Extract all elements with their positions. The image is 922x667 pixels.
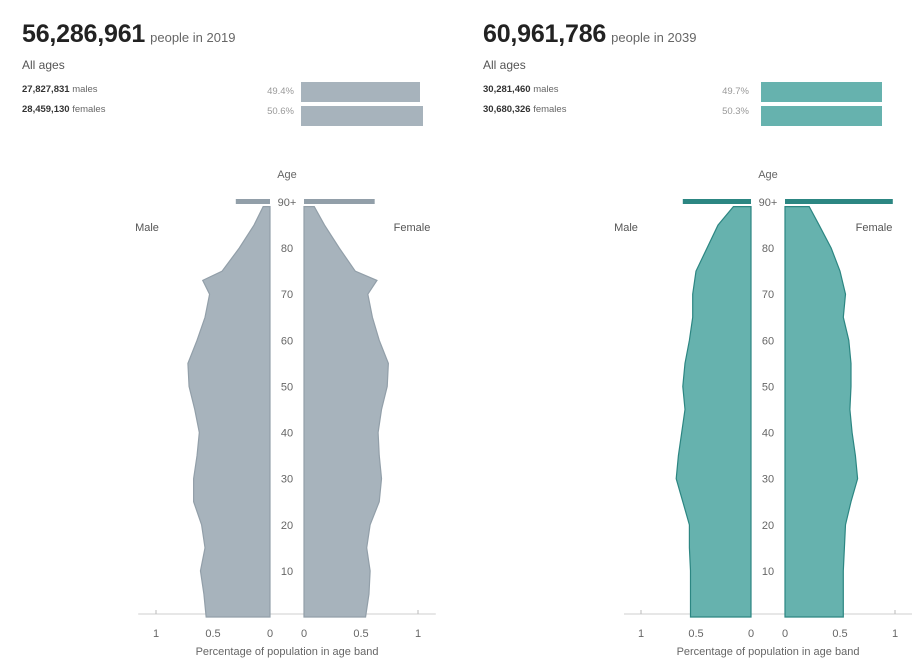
- age-tick-label: 20: [762, 520, 774, 532]
- males-word: males: [533, 84, 559, 95]
- people-year-text: people in 2019: [150, 30, 236, 45]
- male-share-pct: 49.4%: [267, 86, 294, 97]
- x-tick-label: 0.5: [688, 628, 703, 640]
- x-tick-label: 0: [301, 628, 307, 640]
- age-tick-label: 50: [762, 381, 774, 393]
- all-ages-label: All ages: [22, 58, 65, 72]
- age-tick-label: 70: [762, 289, 774, 301]
- people-year-text: people in 2039: [611, 30, 697, 45]
- x-tick-label: 1: [153, 628, 159, 640]
- age-tick-label: 60: [762, 335, 774, 347]
- population-headline: 60,961,786 people in 2039: [483, 20, 696, 49]
- male-90plus-bar: [682, 199, 751, 204]
- female-share-bar: [761, 106, 882, 126]
- population-pyramid-chart: 1 0.5 0 0 0.5 1 Percentage of population in ag…: [614, 169, 912, 658]
- all-ages-label: All ages: [483, 58, 526, 72]
- males-summary: 30,281,460 males: [483, 84, 559, 95]
- age-tick-label: 40: [281, 428, 293, 440]
- x-tick-label: 0.5: [832, 628, 847, 640]
- female-pyramid-area: [784, 206, 859, 618]
- y-axis-title: Age: [758, 169, 778, 181]
- female-90plus-bar: [304, 199, 375, 204]
- x-tick-label: 0: [267, 628, 273, 640]
- male-share-bar: [301, 82, 420, 102]
- males-count: 30,281,460: [483, 84, 531, 95]
- male-share-bar: [761, 82, 882, 102]
- age-tick-label: 90+: [759, 197, 778, 209]
- females-count: 28,459,130: [22, 104, 70, 115]
- female-share-pct: 50.3%: [722, 106, 749, 117]
- male-label: Male: [614, 222, 638, 234]
- age-tick-label: 30: [762, 474, 774, 486]
- female-label: Female: [394, 222, 431, 234]
- age-tick-label: 40: [762, 428, 774, 440]
- x-axis-title: Percentage of population in age band: [196, 646, 379, 658]
- x-tick-label: 1: [638, 628, 644, 640]
- pyramid-panel-2039: 60,961,786 people in 2039 All ages 30,281…: [461, 0, 922, 667]
- males-word: males: [72, 84, 98, 95]
- male-share-pct: 49.7%: [722, 86, 749, 97]
- x-tick-label: 1: [892, 628, 898, 640]
- female-share-bar: [301, 106, 423, 126]
- male-pyramid-area: [187, 206, 271, 618]
- male-label: Male: [135, 222, 159, 234]
- age-tick-label: 70: [281, 289, 293, 301]
- age-tick-label: 20: [281, 520, 293, 532]
- population-count: 60,961,786: [483, 20, 607, 48]
- age-tick-label: 60: [281, 335, 293, 347]
- x-tick-label: 1: [415, 628, 421, 640]
- female-pyramid-area: [303, 206, 389, 618]
- males-count: 27,827,831: [22, 84, 70, 95]
- x-tick-label: 0: [748, 628, 754, 640]
- males-summary: 27,827,831 males: [22, 84, 98, 95]
- population-pyramid-chart: 1 0.5 0 0 0.5 1 Percentage of population in ag…: [135, 169, 436, 658]
- age-tick-label: 80: [762, 243, 774, 255]
- population-count: 56,286,961: [22, 20, 146, 48]
- x-tick-label: 0: [782, 628, 788, 640]
- population-headline: 56,286,961 people in 2019: [22, 20, 235, 49]
- age-tick-label: 50: [281, 381, 293, 393]
- female-share-pct: 50.6%: [267, 106, 294, 117]
- y-axis-title: Age: [277, 169, 297, 181]
- age-tick-label: 10: [762, 566, 774, 578]
- x-tick-label: 0.5: [205, 628, 220, 640]
- females-summary: 30,680,326 females: [483, 104, 566, 115]
- females-count: 30,680,326: [483, 104, 531, 115]
- females-summary: 28,459,130 females: [22, 104, 105, 115]
- x-axis-title: Percentage of population in age band: [677, 646, 860, 658]
- age-tick-label: 30: [281, 474, 293, 486]
- age-tick-label: 10: [281, 566, 293, 578]
- age-tick-label: 80: [281, 243, 293, 255]
- x-tick-label: 0.5: [353, 628, 368, 640]
- females-word: females: [533, 104, 567, 115]
- age-tick-label: 90+: [278, 197, 297, 209]
- females-word: females: [72, 104, 106, 115]
- pyramid-panel-2019: 56,286,961 people in 2019 All ages 27,827…: [22, 20, 436, 658]
- male-pyramid-area: [675, 206, 752, 618]
- female-90plus-bar: [785, 199, 893, 204]
- male-90plus-bar: [235, 199, 270, 204]
- female-label: Female: [856, 222, 893, 234]
